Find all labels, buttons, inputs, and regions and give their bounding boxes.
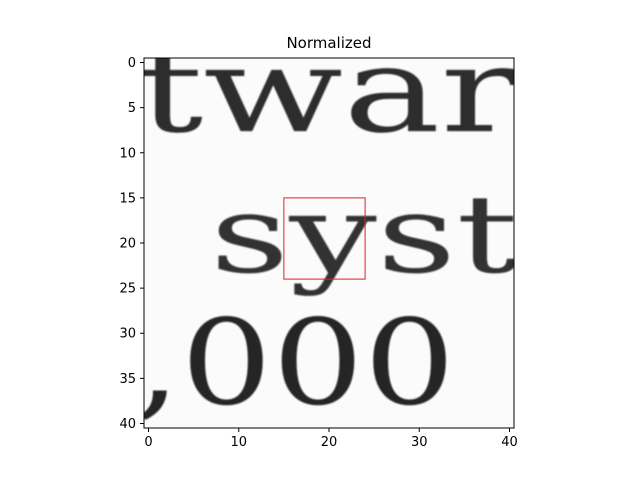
y-tick-label: 30	[119, 327, 136, 342]
image-text-row-2: syst	[210, 173, 519, 298]
y-tick-label: 10	[119, 146, 136, 161]
y-tick-label: 40	[119, 417, 136, 432]
x-tick-label: 30	[411, 435, 428, 450]
y-tick-label: 20	[119, 237, 136, 252]
x-tick-label: 0	[144, 435, 152, 450]
plot-area: twar syst ,000 0 10 20 30 40 0 5 10 15 20 25 30 35 4…	[119, 21, 520, 450]
x-axis: 0 10 20 30 40	[144, 428, 518, 450]
y-tick-label: 5	[128, 101, 136, 116]
image-background	[144, 58, 514, 428]
x-tick-label: 10	[230, 435, 247, 450]
image-text-row-3: ,000	[135, 294, 455, 432]
y-tick-label: 0	[128, 56, 136, 71]
y-tick-label: 35	[119, 372, 136, 387]
image-text-row-1: twar	[138, 21, 520, 159]
x-tick-label: 20	[321, 435, 338, 450]
y-tick-label: 15	[119, 191, 136, 206]
chart-title: Normalized	[286, 34, 371, 52]
y-tick-label: 25	[119, 282, 136, 297]
x-tick-label: 40	[501, 435, 518, 450]
image-content: twar syst ,000	[135, 21, 520, 432]
y-axis: 0 5 10 15 20 25 30 35 40	[119, 56, 144, 432]
annotation-box	[283, 197, 366, 280]
